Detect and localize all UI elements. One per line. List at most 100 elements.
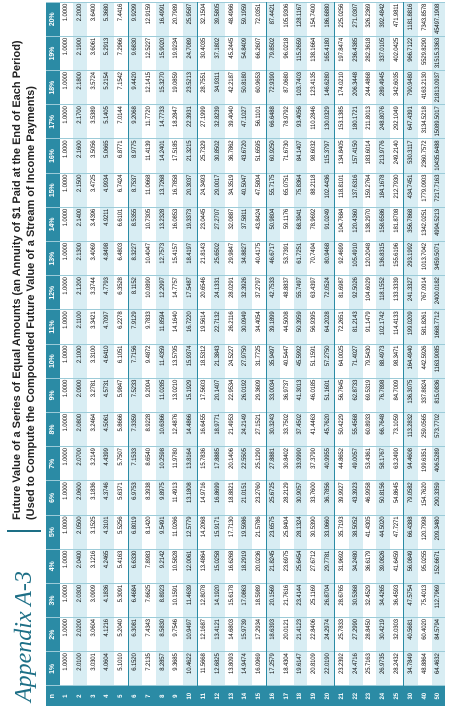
factor-cell: 15.3270 bbox=[155, 70, 170, 105]
factor-cell: 5.9847 bbox=[113, 378, 129, 413]
factor-cell: 3.1525 bbox=[86, 515, 101, 550]
column-header: 18% bbox=[46, 70, 60, 105]
factor-cell: 15.9171 bbox=[211, 515, 225, 550]
period-cell: 11 bbox=[197, 686, 212, 706]
factor-cell: 28.0291 bbox=[224, 275, 239, 310]
period-cell: 24 bbox=[376, 686, 390, 706]
factor-cell: 39.1899 bbox=[266, 309, 281, 345]
factor-cell: 7.1533 bbox=[128, 446, 143, 481]
factor-cell: 1.0000 bbox=[59, 446, 74, 481]
factor-cell: 19.5614 bbox=[197, 309, 212, 345]
factor-cell: 41.4463 bbox=[307, 412, 321, 447]
factor-cell: 23.6975 bbox=[280, 549, 294, 584]
factor-cell: 60.9653 bbox=[251, 70, 266, 105]
factor-cell: 12.9159 bbox=[142, 2, 156, 37]
factor-cell: 1.0000 bbox=[59, 651, 74, 686]
factor-cell: 22.7132 bbox=[211, 309, 225, 345]
factor-cell: 72.9390 bbox=[266, 70, 281, 105]
factor-cell: 3134.5218 bbox=[418, 104, 432, 139]
factor-cell: 10.4622 bbox=[182, 651, 198, 686]
factor-cell: 7.2135 bbox=[142, 651, 156, 686]
factor-cell: 65.0751 bbox=[280, 173, 294, 208]
factor-cell: 63.2490 bbox=[389, 446, 404, 481]
factor-cell: 84.7009 bbox=[389, 378, 404, 413]
factor-cell: 29.7781 bbox=[320, 549, 335, 584]
factor-cell: 130.0329 bbox=[320, 104, 335, 139]
factor-cell: 5.1405 bbox=[100, 104, 114, 139]
factor-cell: 32.8239 bbox=[211, 104, 225, 139]
factor-cell: 27.8881 bbox=[266, 446, 281, 481]
factor-cell: 47.1027 bbox=[238, 104, 252, 139]
factor-cell: 6.8771 bbox=[113, 139, 129, 174]
factor-cell: 17.2579 bbox=[266, 651, 281, 686]
factor-cell: 14.1920 bbox=[211, 583, 225, 618]
factor-cell: 15.4157 bbox=[169, 241, 183, 276]
factor-cell: 392.4842 bbox=[376, 2, 390, 37]
factor-cell: 197.8474 bbox=[334, 36, 350, 71]
factor-cell: 88.4973 bbox=[376, 344, 390, 379]
factor-cell: 4.5731 bbox=[100, 378, 114, 413]
factor-cell: 34.3519 bbox=[224, 173, 239, 208]
factor-cell: 13.5795 bbox=[169, 344, 183, 379]
factor-cell: 165.4180 bbox=[320, 36, 335, 71]
factor-cell: 36.7862 bbox=[224, 139, 239, 174]
factor-cell: 1342.0251 bbox=[418, 207, 432, 242]
factor-cell: 18.8821 bbox=[224, 480, 239, 516]
period-cell: 6 bbox=[128, 686, 143, 706]
factor-cell: 19.3373 bbox=[182, 207, 198, 242]
factor-cell: 14.2401 bbox=[155, 139, 170, 174]
factor-cell: 20.0121 bbox=[280, 617, 294, 652]
factor-cell: 815.0836 bbox=[431, 378, 446, 413]
factor-cell: 29.3609 bbox=[251, 378, 266, 413]
factor-cell: 16.0853 bbox=[169, 207, 183, 242]
factor-cell: 11.5668 bbox=[197, 651, 212, 686]
factor-cell: 25.7833 bbox=[334, 617, 350, 652]
factor-cell: 14.9716 bbox=[197, 480, 212, 516]
factor-cell: 248.8076 bbox=[376, 104, 390, 139]
factor-cell: 20.0236 bbox=[251, 549, 266, 584]
factor-cell: 18.5312 bbox=[197, 344, 212, 379]
factor-cell: 22.9534 bbox=[224, 378, 239, 413]
factor-cell: 51.1601 bbox=[320, 378, 335, 413]
factor-cell: 20.8109 bbox=[307, 651, 321, 686]
factor-cell: 9.6830 bbox=[128, 36, 143, 71]
factor-cell: 5.4163 bbox=[113, 549, 129, 584]
factor-cell: 10.7305 bbox=[142, 207, 156, 242]
factor-cell: 39.0826 bbox=[376, 549, 390, 584]
factor-cell: 3.4069 bbox=[86, 241, 101, 276]
factor-cell: 7343.8578 bbox=[418, 2, 432, 37]
factor-cell: 21.4953 bbox=[224, 412, 239, 447]
factor-cell: 44.5008 bbox=[280, 309, 294, 345]
factor-cell: 7.3359 bbox=[128, 412, 143, 447]
factor-cell: 20.1406 bbox=[224, 446, 239, 481]
factor-cell: 23.4144 bbox=[293, 583, 308, 618]
factor-cell: 78.9792 bbox=[280, 104, 294, 139]
factor-cell: 158.6586 bbox=[376, 207, 390, 242]
factor-cell: 8.1420 bbox=[142, 515, 156, 550]
factor-cell: 66.7648 bbox=[376, 412, 390, 447]
factor-cell: 128.1167 bbox=[293, 2, 308, 37]
factor-cell: 94.4608 bbox=[403, 446, 419, 481]
factor-cell: 6.6101 bbox=[113, 207, 129, 242]
factor-cell: 7.5233 bbox=[128, 378, 143, 413]
factor-cell: 25.7163 bbox=[362, 651, 377, 686]
factor-cell: 27.1999 bbox=[197, 104, 212, 139]
factor-cell: 4.2465 bbox=[100, 549, 114, 584]
table-row: 22 24.4716 27.2990 30.5368 34.2480 38.5052 43.… bbox=[349, 2, 363, 706]
factor-cell: 11.4359 bbox=[155, 344, 170, 379]
factor-cell: 434.7451 bbox=[403, 173, 419, 208]
factor-cell: 2360.7572 bbox=[418, 139, 432, 174]
factor-cell: 21.8143 bbox=[197, 241, 212, 276]
factor-cell: 2.1700 bbox=[73, 104, 87, 139]
factor-cell: 76.7898 bbox=[376, 378, 390, 413]
factor-cell: 40.5047 bbox=[238, 173, 252, 208]
factor-cell: 21.7616 bbox=[280, 583, 294, 618]
factor-cell: 13.4121 bbox=[211, 617, 225, 652]
period-cell: 4 bbox=[100, 686, 114, 706]
table-row: 12 12.6825 13.4121 14.1920 15.0258 15.9171 16.… bbox=[211, 2, 225, 706]
factor-cell: 7.0144 bbox=[113, 104, 129, 139]
factor-cell: 342.6035 bbox=[389, 70, 404, 105]
period-cell: 3 bbox=[86, 686, 101, 706]
factor-cell: 48.8837 bbox=[280, 275, 294, 310]
factor-cell: 15.1929 bbox=[182, 378, 198, 413]
